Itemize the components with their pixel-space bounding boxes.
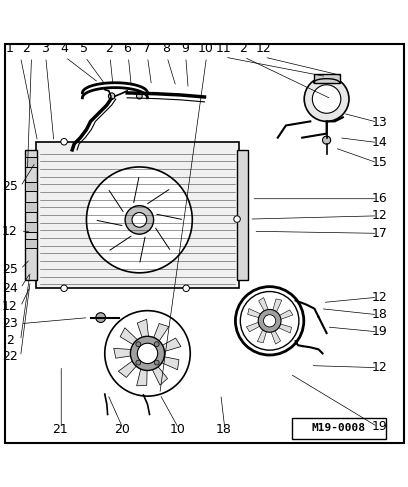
Text: 10: 10 <box>197 42 213 56</box>
Text: 25: 25 <box>2 262 18 276</box>
Circle shape <box>154 342 159 347</box>
Text: 10: 10 <box>170 423 186 436</box>
Text: 20: 20 <box>114 423 130 436</box>
Circle shape <box>304 76 349 121</box>
Text: 2: 2 <box>6 334 14 347</box>
Polygon shape <box>137 362 147 386</box>
Text: 6: 6 <box>123 42 131 56</box>
Polygon shape <box>151 323 169 347</box>
Text: 19: 19 <box>372 420 387 433</box>
Text: 3: 3 <box>41 42 49 56</box>
Text: 19: 19 <box>372 325 387 338</box>
Text: 8: 8 <box>162 42 170 56</box>
Text: 1: 1 <box>6 42 14 56</box>
Text: 4: 4 <box>60 42 68 56</box>
Bar <box>24 223 37 232</box>
Circle shape <box>258 309 281 332</box>
Bar <box>25 150 37 280</box>
Bar <box>24 157 37 167</box>
Text: 2: 2 <box>239 42 247 56</box>
Text: 2: 2 <box>105 42 113 56</box>
Polygon shape <box>118 357 141 377</box>
Bar <box>35 142 239 288</box>
Text: 16: 16 <box>372 192 387 205</box>
Polygon shape <box>156 338 181 354</box>
Circle shape <box>137 94 142 99</box>
Text: 5: 5 <box>80 42 89 56</box>
Polygon shape <box>114 348 138 358</box>
Text: 12: 12 <box>372 291 387 304</box>
Text: 12: 12 <box>2 225 18 238</box>
Text: 18: 18 <box>372 308 388 321</box>
Bar <box>24 202 37 212</box>
Circle shape <box>86 167 192 273</box>
Bar <box>314 74 339 83</box>
Polygon shape <box>248 309 264 319</box>
Text: 25: 25 <box>2 180 18 193</box>
Circle shape <box>264 315 276 327</box>
Circle shape <box>105 311 190 396</box>
Circle shape <box>136 360 141 365</box>
Text: 9: 9 <box>181 42 189 56</box>
Text: 14: 14 <box>372 136 387 149</box>
Text: 24: 24 <box>2 282 18 295</box>
Circle shape <box>61 285 67 292</box>
Circle shape <box>234 216 240 223</box>
Circle shape <box>61 138 67 145</box>
Text: 11: 11 <box>216 42 232 56</box>
Text: 15: 15 <box>372 156 388 169</box>
Bar <box>24 182 37 191</box>
Circle shape <box>96 313 106 322</box>
Circle shape <box>131 337 164 371</box>
FancyBboxPatch shape <box>292 418 386 439</box>
Circle shape <box>136 342 141 347</box>
Polygon shape <box>155 356 179 370</box>
Text: 17: 17 <box>372 227 388 240</box>
Text: 22: 22 <box>2 350 18 363</box>
Text: 13: 13 <box>372 116 387 129</box>
Circle shape <box>132 212 147 227</box>
Circle shape <box>137 343 157 364</box>
Text: 21: 21 <box>52 423 68 436</box>
Text: 7: 7 <box>143 42 151 56</box>
Polygon shape <box>276 310 293 321</box>
Text: 2: 2 <box>22 42 30 56</box>
Circle shape <box>240 292 299 350</box>
Polygon shape <box>120 328 142 348</box>
Circle shape <box>323 136 330 144</box>
Text: 12: 12 <box>372 209 387 223</box>
Text: 18: 18 <box>216 423 232 436</box>
Polygon shape <box>270 327 281 344</box>
Bar <box>24 239 37 248</box>
Polygon shape <box>272 299 282 316</box>
Polygon shape <box>259 298 270 315</box>
Polygon shape <box>137 319 149 344</box>
Circle shape <box>109 93 115 99</box>
Circle shape <box>154 360 159 365</box>
Polygon shape <box>275 323 292 333</box>
Text: 12: 12 <box>255 42 271 56</box>
Polygon shape <box>149 361 168 385</box>
Circle shape <box>125 206 154 234</box>
Text: M19-0008: M19-0008 <box>312 423 366 433</box>
Circle shape <box>183 285 189 292</box>
Text: 12: 12 <box>2 300 18 313</box>
Text: 12: 12 <box>372 361 387 374</box>
Polygon shape <box>246 321 263 332</box>
Bar <box>237 150 248 280</box>
Polygon shape <box>257 326 268 343</box>
Circle shape <box>313 85 341 113</box>
Text: 23: 23 <box>2 317 18 330</box>
